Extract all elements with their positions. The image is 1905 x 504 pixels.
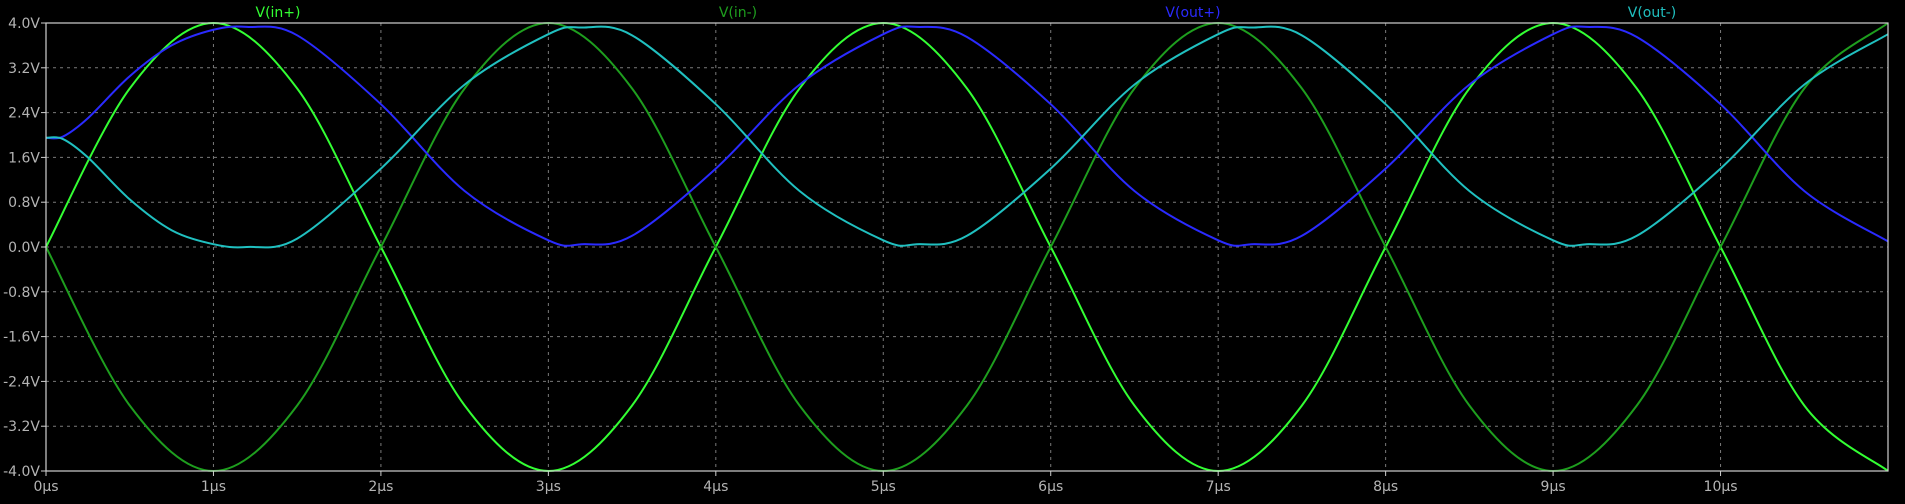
x-tick-label: 0µs [33, 479, 58, 495]
y-axis-tick-labels: 4.0V 3.2V 2.4V 1.6V 0.8V 0.0V -0.8V -1.6V -2.4V -… [3, 16, 40, 480]
y-tick-label: 2.4V [8, 106, 40, 122]
y-tick-label: 0.0V [8, 240, 40, 256]
legend-v-in[interactable]: V(in+) [256, 5, 301, 21]
trace-legend: V(in+) V(in-) V(out+) V(out-) [256, 5, 1677, 21]
x-tick-label: 1µs [201, 479, 226, 495]
x-tick-label: 7µs [1206, 479, 1231, 495]
trace-v-out [45, 25, 1889, 247]
trace-v-in [45, 22, 1889, 472]
x-tick-label: 6µs [1038, 479, 1063, 495]
legend-v-in[interactable]: V(in-) [719, 5, 757, 21]
x-tick-label: 4µs [703, 479, 728, 495]
x-tick-label: 10µs [1704, 479, 1738, 495]
y-tick-label: 3.2V [8, 61, 40, 77]
trace-v-out [45, 25, 1889, 249]
y-tick-label: -0.8V [3, 285, 40, 301]
x-tick-label: 3µs [536, 479, 561, 495]
series-traces [45, 22, 1889, 472]
y-tick-label: 0.8V [8, 195, 40, 211]
x-tick-label: 5µs [871, 479, 896, 495]
y-tick-label: -1.6V [3, 330, 40, 346]
trace-v-in [45, 22, 1889, 472]
y-tick-label: -3.2V [3, 419, 40, 435]
y-tick-label: 1.6V [8, 150, 40, 166]
legend-v-out[interactable]: V(out+) [1165, 5, 1220, 21]
x-tick-label: 9µs [1541, 479, 1566, 495]
legend-v-out[interactable]: V(out-) [1628, 5, 1676, 21]
y-tick-label: -4.0V [3, 464, 40, 480]
x-tick-label: 8µs [1373, 479, 1398, 495]
y-tick-label: 4.0V [8, 16, 40, 32]
x-tick-label: 2µs [368, 479, 393, 495]
y-tick-label: -2.4V [3, 374, 40, 390]
axis-ticks [41, 22, 1722, 476]
x-axis-tick-labels: 0µs 1µs 2µs 3µs 4µs 5µs 6µs 7µs 8µs 9µs 10µs [33, 479, 1737, 495]
grid [46, 23, 1888, 471]
